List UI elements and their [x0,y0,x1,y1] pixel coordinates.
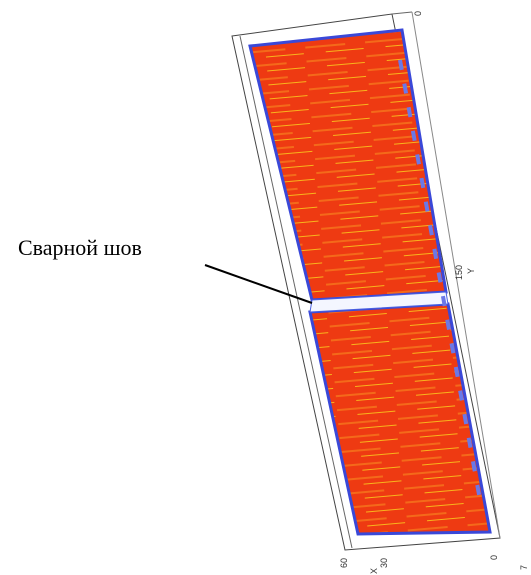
annotation: Сварной шов [18,235,142,260]
leader-line [204,264,313,304]
y-tick-label: 150 [454,265,464,280]
y-tick-label: 0 [413,11,423,16]
x-axis-label: X [369,568,379,574]
x-tick-label: 60 [339,558,349,568]
z-tick-label: 7 [519,565,529,570]
x-tick-label: 30 [379,558,389,568]
scan-image [248,28,492,536]
y-axis-label: Y [466,268,476,274]
x-tick-label: 0 [489,555,499,560]
